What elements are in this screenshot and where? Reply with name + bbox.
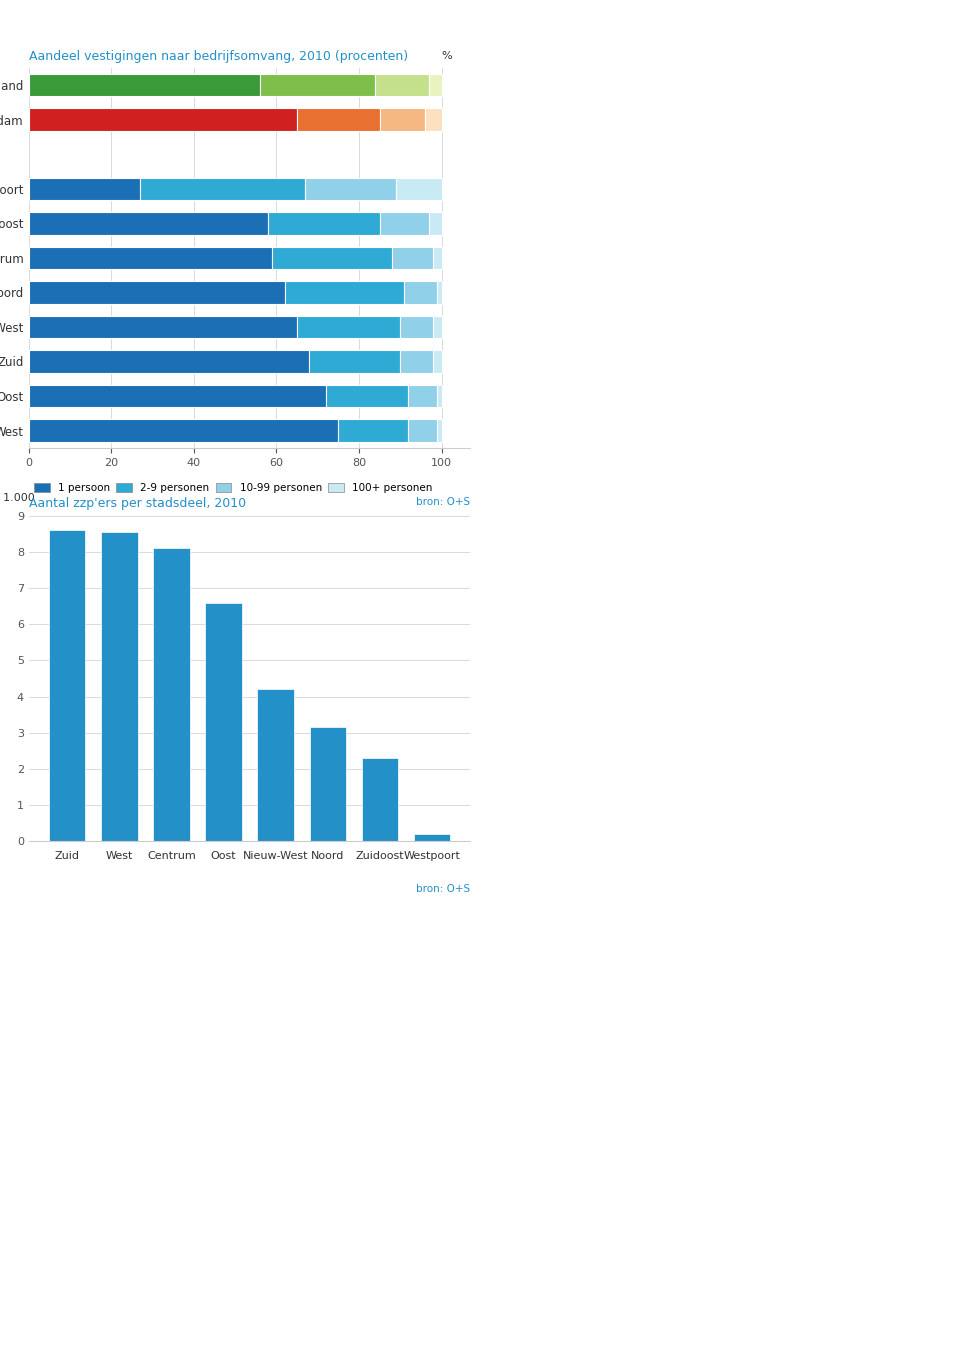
Bar <box>285 281 404 304</box>
Bar <box>409 385 438 407</box>
Bar <box>154 548 190 841</box>
Bar <box>268 212 379 235</box>
Bar <box>309 350 400 373</box>
Bar <box>400 350 433 373</box>
Bar <box>433 316 442 338</box>
Bar <box>338 419 409 442</box>
Bar <box>375 73 429 96</box>
Bar <box>309 727 346 841</box>
Bar <box>29 109 297 130</box>
Bar <box>438 385 442 407</box>
Bar <box>362 759 398 841</box>
Bar <box>29 73 260 96</box>
Bar <box>379 212 429 235</box>
Bar <box>49 531 85 841</box>
Bar <box>29 419 338 442</box>
Bar <box>433 350 442 373</box>
Bar <box>29 212 268 235</box>
Bar <box>29 316 297 338</box>
Bar <box>429 212 442 235</box>
Bar <box>414 835 450 841</box>
Bar <box>433 247 442 269</box>
Bar <box>29 281 285 304</box>
Bar <box>140 178 305 199</box>
Bar <box>101 532 137 841</box>
Bar <box>392 247 433 269</box>
Text: Aandeel vestigingen naar bedrijfsomvang, 2010 (procenten): Aandeel vestigingen naar bedrijfsomvang,… <box>29 49 408 62</box>
Text: %: % <box>442 52 452 61</box>
Bar <box>205 603 242 841</box>
Text: bron: O+S: bron: O+S <box>417 883 470 894</box>
Bar <box>438 281 442 304</box>
Text: bron: O+S: bron: O+S <box>417 497 470 508</box>
Bar <box>379 109 425 130</box>
Bar <box>29 178 140 199</box>
Bar <box>409 419 438 442</box>
Bar <box>29 385 326 407</box>
Bar <box>438 419 442 442</box>
Bar <box>326 385 409 407</box>
Bar <box>297 316 400 338</box>
Bar <box>396 178 442 199</box>
Bar <box>257 689 294 841</box>
Bar <box>404 281 438 304</box>
Legend: 1 persoon, 2-9 personen, 10-99 personen, 100+ personen: 1 persoon, 2-9 personen, 10-99 personen,… <box>34 483 432 494</box>
Text: Aantal zzp'ers per stadsdeel, 2010: Aantal zzp'ers per stadsdeel, 2010 <box>29 497 246 510</box>
Bar <box>429 73 442 96</box>
Bar <box>29 350 309 373</box>
Bar <box>273 247 392 269</box>
Bar <box>400 316 433 338</box>
Text: x 1.000: x 1.000 <box>0 493 36 502</box>
Bar <box>29 247 273 269</box>
Bar <box>425 109 442 130</box>
Bar <box>260 73 375 96</box>
Bar <box>297 109 379 130</box>
Bar <box>305 178 396 199</box>
